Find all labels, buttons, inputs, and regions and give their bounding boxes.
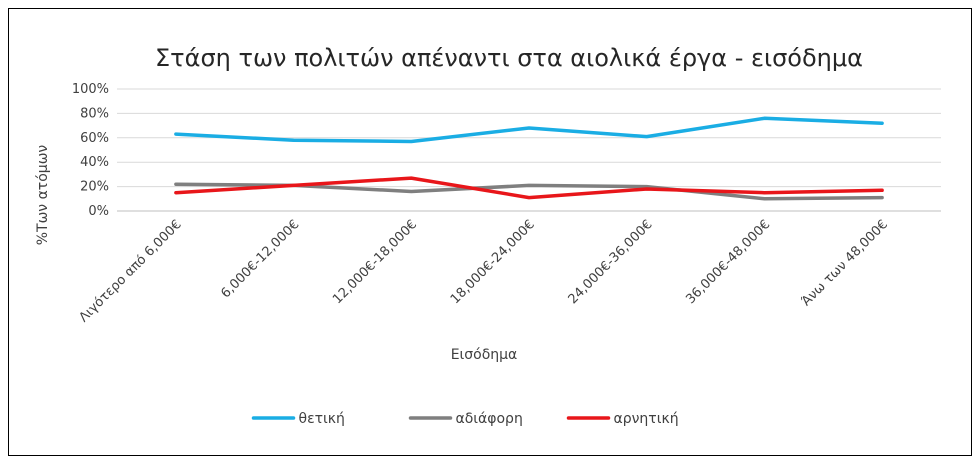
series-lines [174,116,884,201]
legend-item-2: αδιάφορη [408,411,523,427]
x-tick-label: 24,000€-36,000€ [566,217,656,307]
chart-frame: Στάση των πολιτών απέναντι στα αιολικά έ… [8,8,972,456]
x-axis-ticks: Λιγότερο από 6,000€ 6,000€-12,000€ 12,000€… [76,217,891,325]
y-tick-label: 100% [72,82,109,97]
line-chart: Στάση των πολιτών απέναντι στα αιολικά έ… [35,44,941,427]
x-tick-label: 36,000€-48,000€ [683,217,773,307]
x-tick-label: 12,000€-18,000€ [330,217,420,307]
series-line-1 [174,116,884,144]
legend-label: αρνητική [614,411,679,427]
y-tick-label: 20% [80,180,109,195]
x-tick-label: 18,000€-24,000€ [448,217,538,307]
legend-item-3: αρνητική [566,411,679,427]
legend: θετική αδιάφορη αρνητική [251,411,679,427]
x-axis-title: Εισόδημα [451,347,518,363]
y-tick-label: 60% [80,131,109,146]
y-tick-label: 0% [88,204,109,219]
legend-item-1: θετική [251,411,345,427]
legend-label: θετική [299,411,345,427]
x-tick-label: Άνω των 48,000€ [799,217,891,309]
series-line-3 [174,176,884,200]
x-tick-label: Λιγότερο από 6,000€ [76,217,184,325]
y-tick-label: 80% [80,106,109,121]
chart-title: Στάση των πολιτών απέναντι στα αιολικά έ… [155,44,863,72]
x-tick-label: 6,000€-12,000€ [218,217,302,301]
y-axis-ticks: 0% 20% 40% 60% 80% 100% [72,82,109,219]
y-tick-label: 40% [80,155,109,170]
legend-label: αδιάφορη [456,411,523,427]
y-axis-title: %Των ατόμων [35,145,51,246]
